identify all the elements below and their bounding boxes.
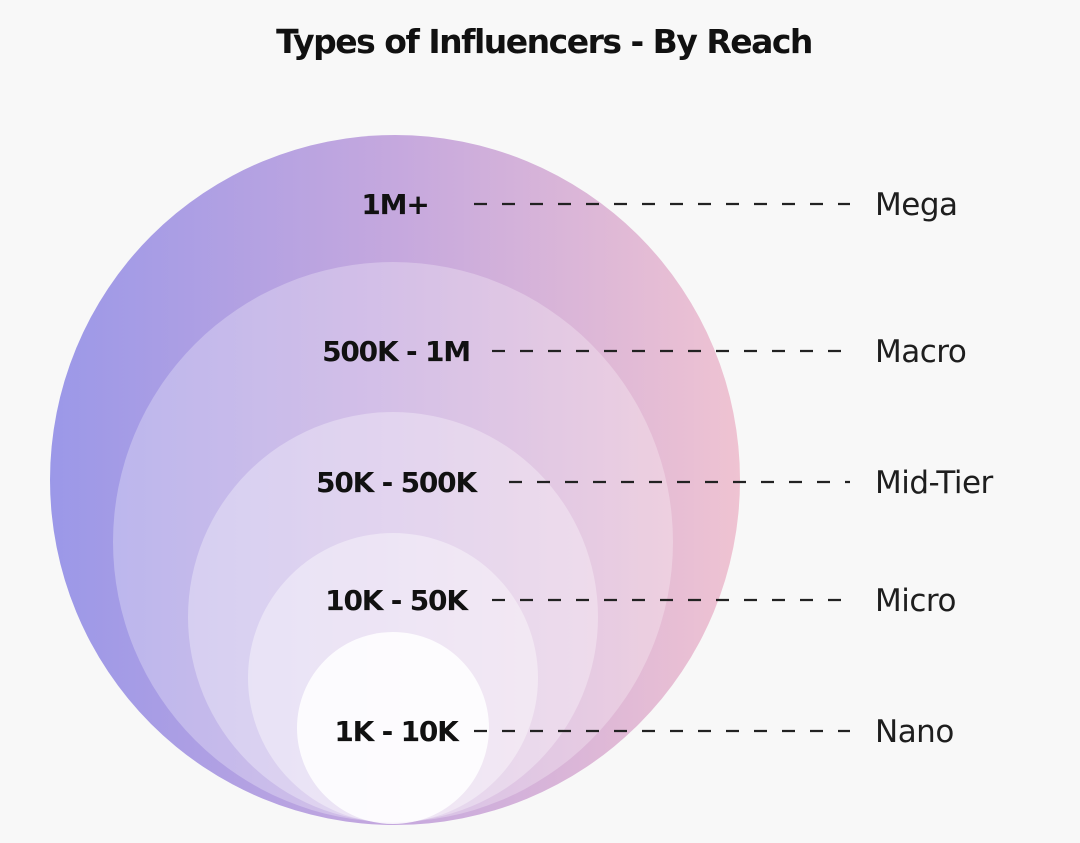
circle-mega (50, 135, 740, 825)
tier-label-nano: Nano (875, 714, 954, 750)
diagram-title: Types of Influencers - By Reach (276, 22, 813, 61)
range-label-micro: 10K - 50K (325, 584, 469, 617)
range-label-mega: 1M+ (361, 188, 428, 221)
circle-macro (113, 262, 673, 822)
tier-label-macro: Macro (875, 334, 966, 370)
tier-label-mega: Mega (875, 187, 958, 223)
circle-mid-tier (188, 412, 598, 822)
tier-label-mid-tier: Mid-Tier (875, 465, 994, 501)
range-label-mid-tier: 50K - 500K (316, 466, 478, 499)
range-label-macro: 500K - 1M (322, 335, 470, 368)
tier-label-micro: Micro (875, 583, 956, 619)
circle-nano (297, 632, 489, 824)
range-label-nano: 1K - 10K (334, 715, 460, 748)
